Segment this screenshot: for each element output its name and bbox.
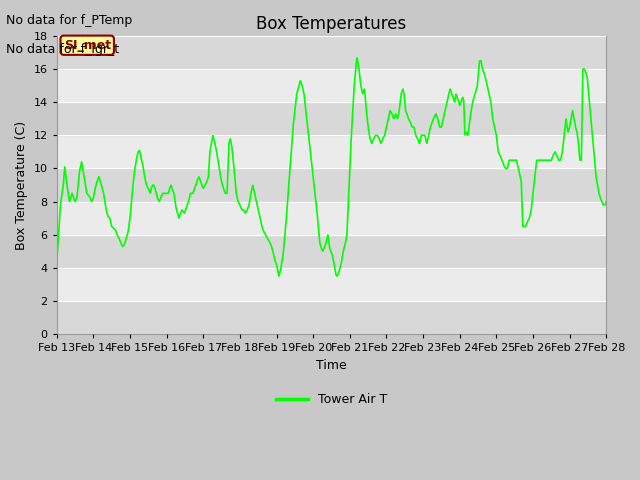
X-axis label: Time: Time bbox=[316, 359, 347, 372]
Y-axis label: Box Temperature (C): Box Temperature (C) bbox=[15, 120, 28, 250]
Bar bbox=[57, 135, 606, 168]
Bar bbox=[57, 268, 606, 301]
Bar bbox=[57, 3, 606, 36]
Bar bbox=[57, 168, 606, 202]
Title: Box Temperatures: Box Temperatures bbox=[257, 15, 406, 33]
Bar bbox=[57, 36, 606, 69]
Bar bbox=[57, 301, 606, 334]
Legend: Tower Air T: Tower Air T bbox=[271, 388, 392, 411]
Bar bbox=[57, 235, 606, 268]
Bar bbox=[57, 102, 606, 135]
Text: SI_met: SI_met bbox=[63, 39, 111, 52]
Bar bbox=[57, 202, 606, 235]
Text: No data for f_PTemp: No data for f_PTemp bbox=[6, 14, 132, 27]
Bar bbox=[57, 69, 606, 102]
Text: No data for f_lgr_t: No data for f_lgr_t bbox=[6, 43, 120, 56]
